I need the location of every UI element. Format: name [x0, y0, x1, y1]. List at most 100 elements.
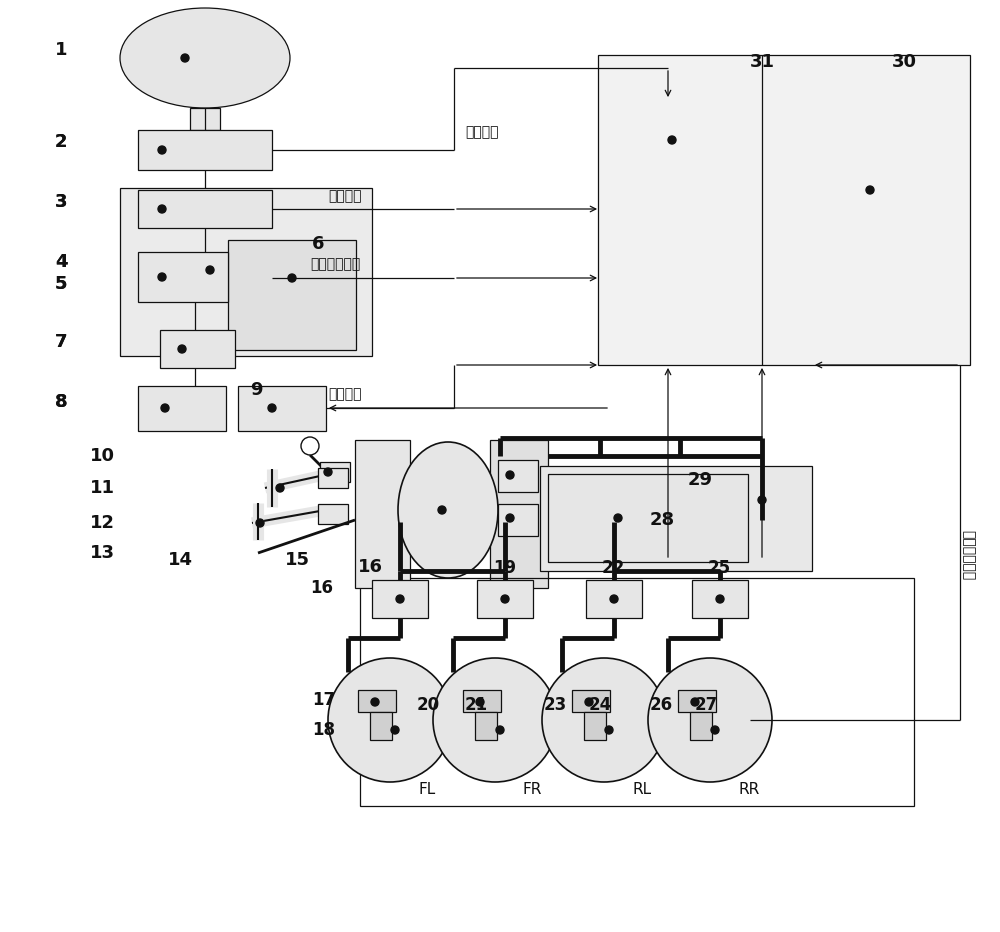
Bar — [692, 580, 748, 618]
Text: 8: 8 — [55, 393, 68, 411]
Circle shape — [668, 136, 676, 144]
Text: 31: 31 — [750, 53, 775, 71]
Text: 7: 7 — [55, 333, 68, 351]
Bar — [370, 712, 392, 740]
Circle shape — [158, 273, 166, 281]
Circle shape — [438, 506, 446, 514]
Text: 30: 30 — [892, 53, 917, 71]
Circle shape — [158, 205, 166, 213]
Text: 转矩信号: 转矩信号 — [328, 189, 362, 203]
Bar — [463, 690, 501, 712]
Text: 19: 19 — [493, 559, 516, 577]
Text: 23: 23 — [544, 696, 567, 714]
Circle shape — [866, 186, 874, 194]
Text: 6: 6 — [312, 235, 324, 253]
Bar — [372, 580, 428, 618]
Text: 7: 7 — [55, 333, 68, 351]
Bar — [690, 712, 712, 740]
Bar — [586, 580, 642, 618]
Circle shape — [758, 496, 766, 504]
Circle shape — [542, 658, 666, 782]
Bar — [318, 504, 348, 524]
Text: 2: 2 — [55, 133, 68, 151]
Circle shape — [371, 698, 379, 706]
Text: 21: 21 — [465, 696, 488, 714]
Bar — [475, 712, 497, 740]
Text: 3: 3 — [55, 193, 68, 211]
Circle shape — [268, 404, 276, 412]
Circle shape — [506, 514, 514, 522]
Bar — [190, 108, 220, 130]
Text: 16: 16 — [310, 579, 333, 597]
Text: 16: 16 — [358, 558, 383, 576]
Text: 轮缸压力信号: 轮缸压力信号 — [961, 530, 975, 580]
Bar — [138, 190, 272, 228]
Circle shape — [301, 437, 319, 455]
Text: 20: 20 — [417, 696, 440, 714]
Bar — [160, 330, 235, 368]
Circle shape — [256, 519, 264, 527]
Bar — [540, 466, 812, 571]
Bar — [584, 712, 606, 740]
Bar — [120, 188, 372, 356]
Bar — [318, 468, 348, 488]
Circle shape — [158, 146, 166, 154]
Bar — [477, 580, 533, 618]
Circle shape — [614, 514, 622, 522]
Bar — [355, 440, 410, 588]
Circle shape — [711, 726, 719, 734]
Text: RR: RR — [738, 783, 759, 798]
Circle shape — [501, 595, 509, 603]
Text: 10: 10 — [90, 447, 115, 465]
Bar — [598, 55, 970, 365]
Text: 17: 17 — [312, 691, 335, 709]
Text: 18: 18 — [312, 721, 335, 739]
Text: 4: 4 — [55, 253, 68, 271]
Bar — [138, 386, 226, 431]
Circle shape — [288, 274, 296, 282]
Text: 11: 11 — [90, 479, 115, 497]
Text: 转角信号: 转角信号 — [465, 125, 498, 139]
Text: 28: 28 — [650, 511, 675, 529]
Circle shape — [396, 595, 404, 603]
Text: 4: 4 — [55, 253, 68, 271]
Text: 油门信号: 油门信号 — [328, 387, 362, 401]
Circle shape — [328, 658, 452, 782]
Text: 8: 8 — [55, 393, 68, 411]
Circle shape — [691, 698, 699, 706]
Text: 2: 2 — [55, 133, 68, 151]
Bar — [498, 460, 538, 492]
Circle shape — [476, 698, 484, 706]
Ellipse shape — [120, 8, 290, 108]
Circle shape — [610, 595, 618, 603]
Circle shape — [324, 468, 332, 476]
Circle shape — [433, 658, 557, 782]
Circle shape — [716, 595, 724, 603]
Bar — [138, 252, 228, 302]
Text: 5: 5 — [55, 275, 68, 293]
Text: FR: FR — [523, 783, 542, 798]
Text: 1: 1 — [55, 41, 68, 59]
Bar — [490, 440, 548, 588]
Text: 22: 22 — [602, 559, 625, 577]
Text: 9: 9 — [250, 381, 262, 399]
Text: 14: 14 — [168, 551, 193, 569]
Bar — [678, 690, 716, 712]
Bar — [228, 240, 356, 350]
Text: 13: 13 — [90, 544, 115, 562]
Circle shape — [496, 726, 504, 734]
Bar — [320, 462, 350, 482]
Circle shape — [391, 726, 399, 734]
Text: 5: 5 — [55, 275, 68, 293]
Circle shape — [206, 266, 214, 274]
Circle shape — [181, 54, 189, 62]
Text: RL: RL — [632, 783, 651, 798]
Circle shape — [161, 404, 169, 412]
Bar — [138, 130, 272, 170]
Bar — [358, 690, 396, 712]
Circle shape — [585, 698, 593, 706]
Text: 15: 15 — [285, 551, 310, 569]
Circle shape — [506, 471, 514, 479]
Text: 26: 26 — [650, 696, 673, 714]
Circle shape — [276, 484, 284, 492]
